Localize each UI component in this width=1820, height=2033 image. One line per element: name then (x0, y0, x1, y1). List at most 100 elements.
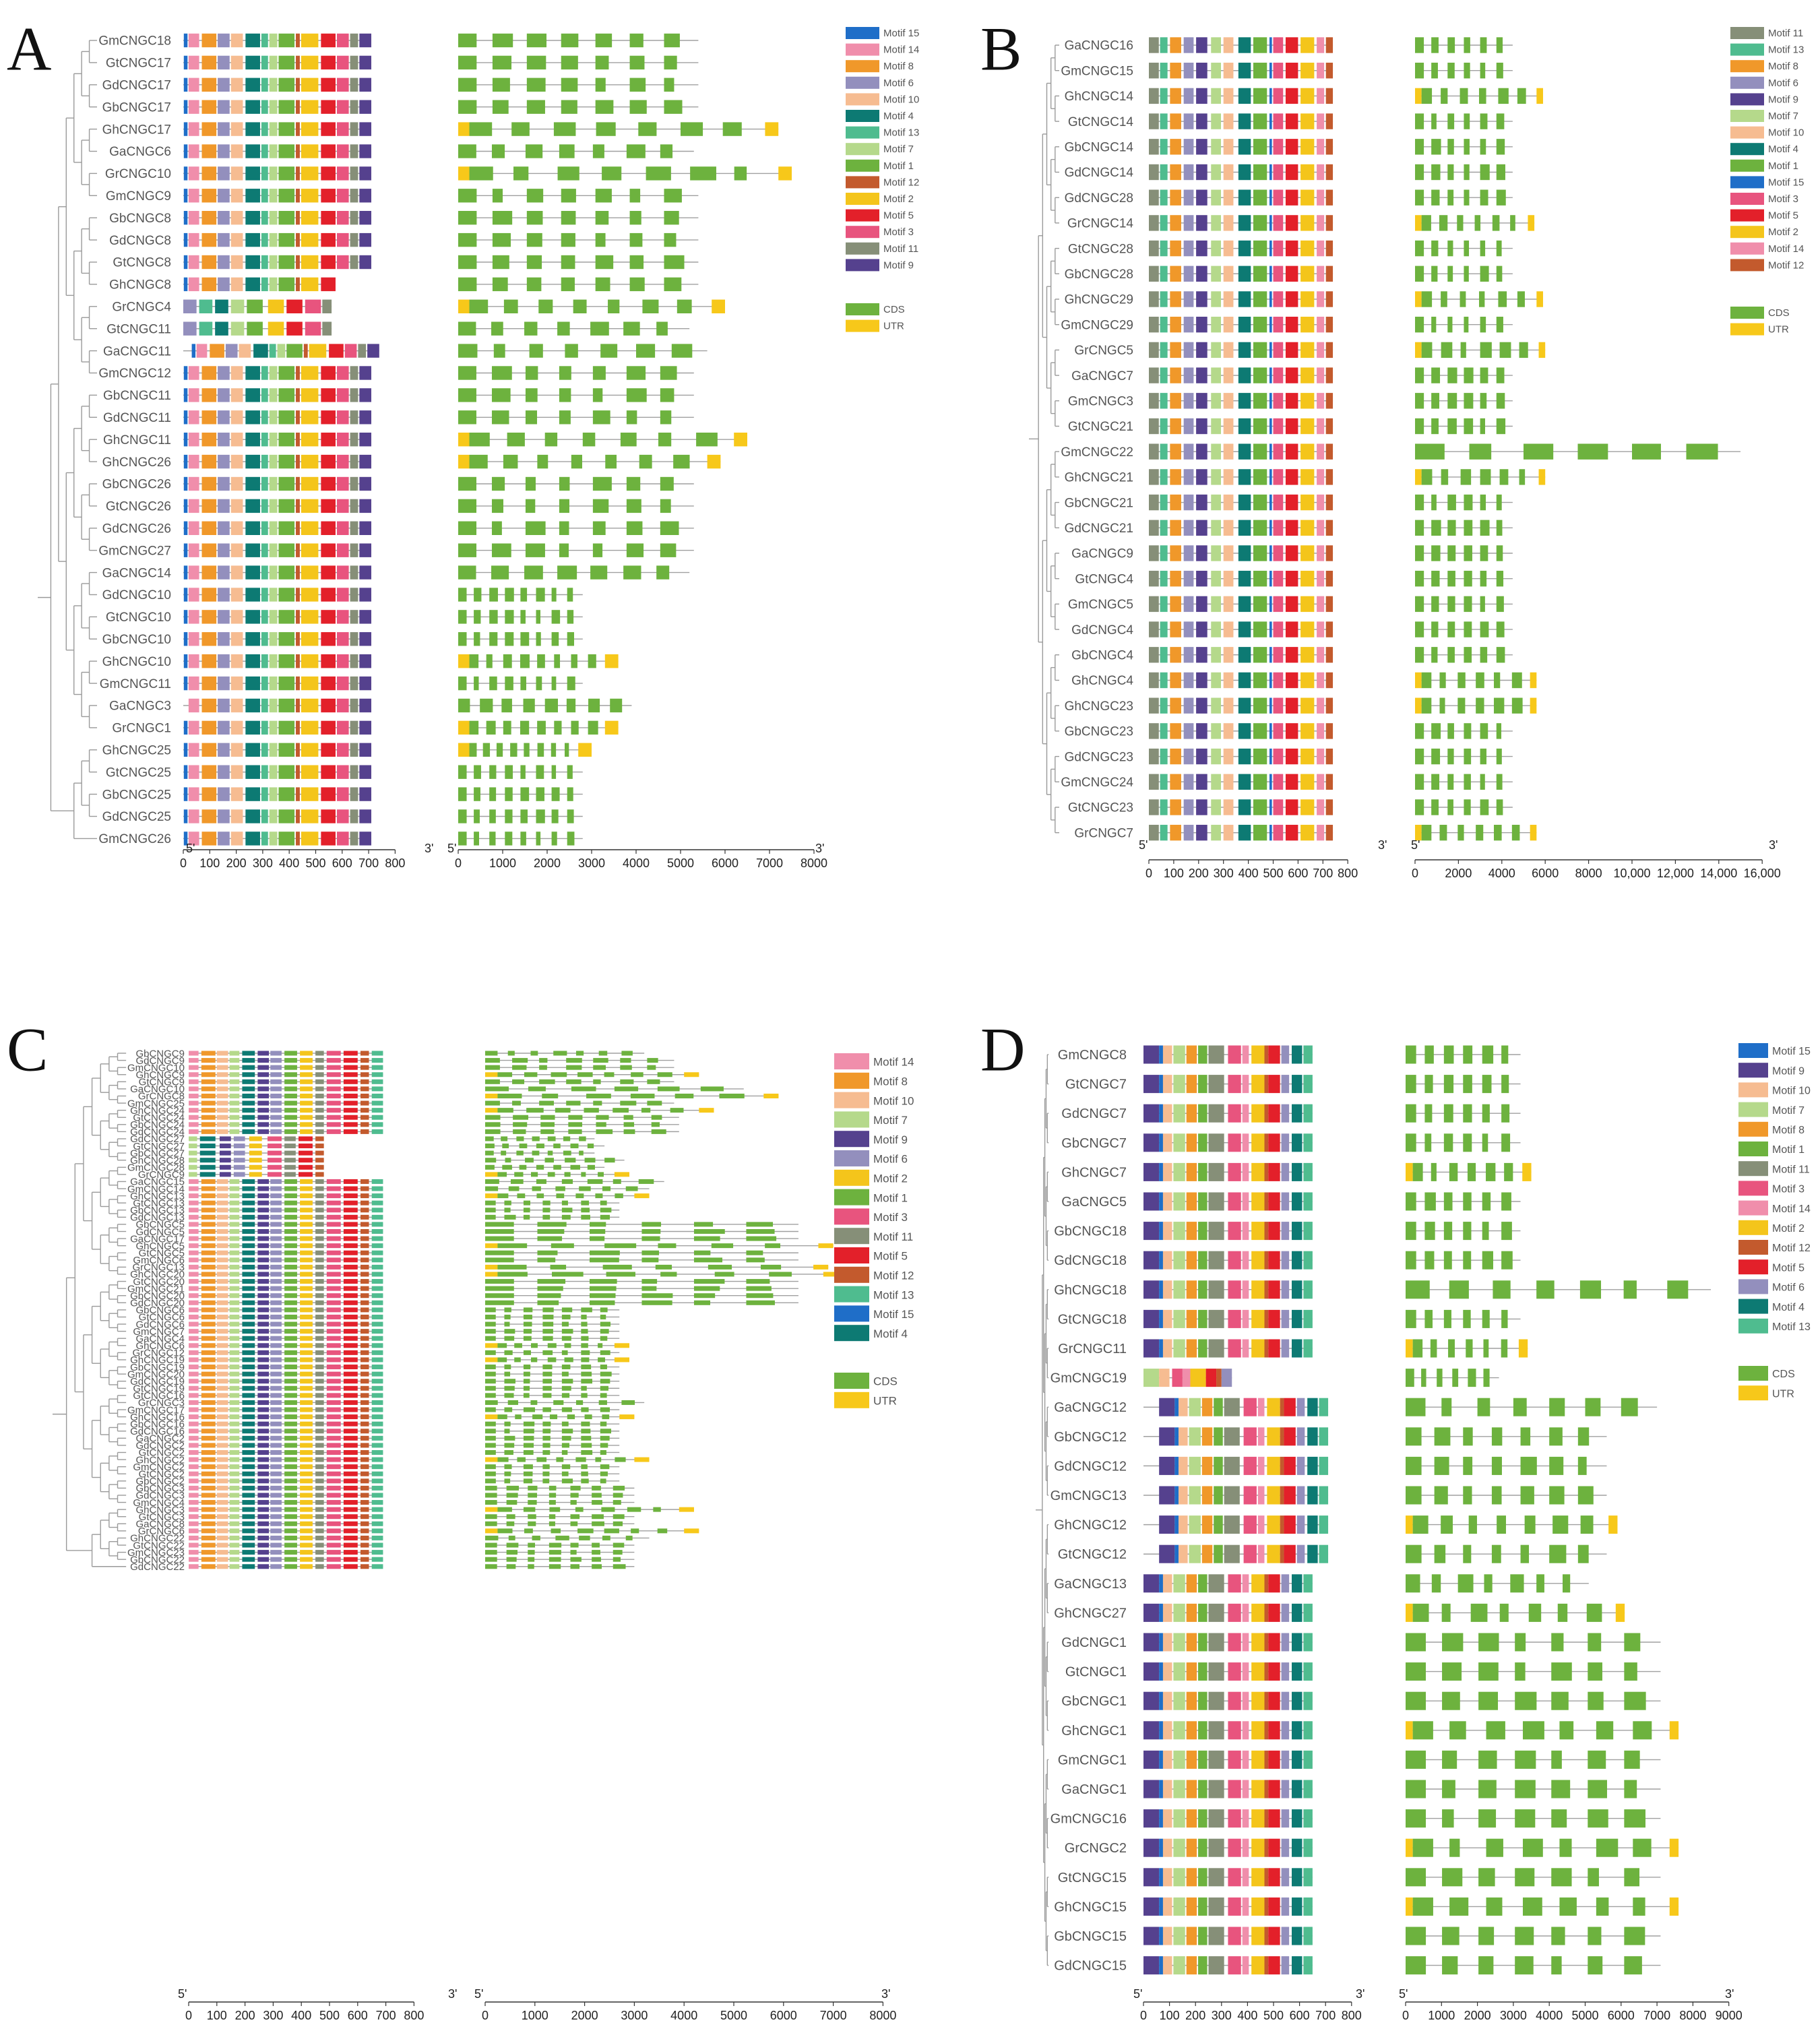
motif-box (300, 1350, 313, 1355)
motif-box (371, 1279, 383, 1284)
legend-swatch (834, 1072, 869, 1089)
motif-box (245, 565, 260, 580)
motif-box (1211, 469, 1222, 485)
motif-box (1201, 1486, 1213, 1505)
motif-box (1253, 367, 1267, 383)
motif-box (321, 388, 336, 402)
gene-label: GaCNGC11 (103, 344, 171, 358)
motif-box (1264, 1956, 1269, 1975)
utr-box (485, 1193, 498, 1199)
motif-box (1242, 1192, 1249, 1211)
motif-box (270, 1507, 282, 1512)
motif-box (245, 366, 260, 380)
motif-box (229, 1557, 240, 1562)
motif-box (189, 1293, 199, 1299)
motif-box (371, 1514, 383, 1520)
motif-box (278, 499, 295, 513)
motif-box (270, 1421, 282, 1427)
motif-box (257, 1385, 270, 1391)
motif-box (326, 1550, 341, 1555)
motif-box (300, 1072, 313, 1077)
cds-box (1478, 1691, 1499, 1710)
cds-box (1476, 825, 1484, 841)
cds-box (620, 1065, 632, 1070)
cds-box (1406, 1192, 1416, 1211)
motif-box (201, 454, 217, 469)
motif-box (359, 366, 372, 380)
gene-label: GdCNGC13 (130, 1212, 185, 1224)
legend-label: Motif 6 (1768, 77, 1798, 89)
legend-swatch (846, 159, 879, 172)
motif-box (284, 1065, 297, 1070)
gene-label: GmCNGC10 (127, 1062, 185, 1073)
motif-box (1173, 1691, 1185, 1710)
motif-box (326, 1478, 341, 1484)
motif-box (183, 499, 188, 513)
protein-axis-tick-label: 0 (180, 856, 187, 870)
cds-box (469, 433, 490, 447)
motif-box (1223, 393, 1234, 409)
gene-label: GaCNGC4 (135, 1333, 185, 1344)
motif-box (1223, 697, 1234, 714)
cds-box (523, 1379, 530, 1384)
cds-box (485, 1365, 496, 1370)
motif-box (1242, 1897, 1249, 1916)
gene-label: GmCNGC18 (98, 34, 171, 49)
cds-box (561, 1379, 573, 1384)
motif-box (1160, 215, 1168, 231)
cds-box (497, 1414, 507, 1420)
motif-box (242, 1108, 255, 1113)
cds-box (458, 344, 478, 358)
motif-box (1253, 748, 1267, 765)
motif-box (257, 1507, 270, 1512)
motif-box (343, 1229, 358, 1234)
motif-box (270, 1385, 282, 1391)
utr-box (634, 1457, 650, 1462)
cds-box (570, 1164, 580, 1170)
gene-label: GrCNGC1 (112, 722, 171, 736)
motif-box (1300, 189, 1315, 206)
legend-label: Motif 6 (883, 77, 914, 89)
motif-box (315, 1186, 324, 1191)
motif-box (1208, 1045, 1224, 1064)
cds-box (629, 232, 643, 247)
motif-box (359, 543, 372, 557)
cds-box (647, 1100, 662, 1106)
motif-box (371, 1058, 383, 1063)
motif-box (284, 1208, 297, 1213)
motif-box (188, 588, 199, 602)
motif-box (1281, 1750, 1290, 1769)
cds-box (559, 144, 575, 158)
cds-box (1562, 1574, 1571, 1593)
motif-box (1228, 1633, 1241, 1652)
cds-box (551, 787, 560, 801)
motif-box (249, 1158, 262, 1163)
motif-box (1253, 825, 1267, 841)
motif-box (1149, 799, 1159, 815)
gene-label: GbCNGC26 (102, 478, 171, 492)
motif-box (296, 144, 300, 158)
gene-label: GrCNGC2 (1065, 1841, 1127, 1856)
motif-box (218, 676, 230, 691)
gene-label: GbCNGC27 (130, 1148, 185, 1159)
cds-box (1463, 1075, 1472, 1094)
cds-box (561, 1321, 569, 1327)
cds-box (623, 565, 641, 580)
motif-box (300, 1550, 313, 1555)
motif-box (269, 211, 278, 225)
cds-box (1464, 748, 1472, 765)
motif-box (296, 232, 300, 247)
motif-box (1223, 621, 1234, 637)
gene-axis-tick-label: 1000 (489, 856, 516, 870)
motif-box (216, 1443, 228, 1448)
legend-label: Motif 4 (1768, 144, 1798, 155)
cds-box (1464, 393, 1474, 409)
motif-box (300, 1385, 313, 1391)
panel-a: A GmCNGC18GtCNGC17GdCNGC17GbCNGC17GhCNGC1… (7, 15, 919, 870)
motif-box (1208, 1662, 1224, 1681)
cds-box (1439, 672, 1446, 689)
cds-box (714, 1272, 734, 1277)
motif-box (1273, 63, 1284, 79)
motif-box (371, 1343, 383, 1348)
motif-box (229, 1485, 240, 1491)
